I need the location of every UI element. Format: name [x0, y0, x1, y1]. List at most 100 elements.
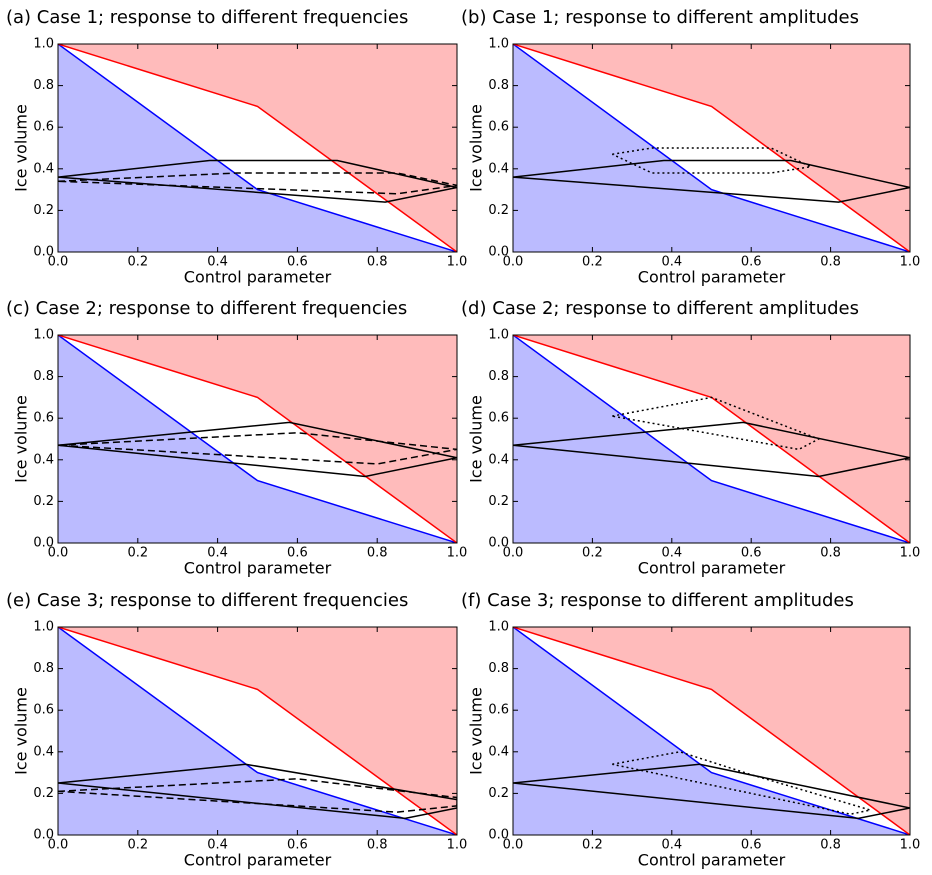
region-fill	[58, 627, 457, 835]
axes-frame	[57, 626, 458, 836]
region-fill	[58, 44, 457, 252]
y-axis-label: Ice volume	[12, 104, 31, 192]
x-tick-label: 0.6	[741, 838, 762, 853]
x-tick-label: 0.8	[820, 546, 841, 561]
x-axis-label: Control parameter	[638, 851, 786, 870]
subplot-title: (d) Case 2; response to different amplit…	[461, 298, 859, 319]
series-line	[611, 147, 814, 174]
y-tick-label: 1.0	[488, 328, 509, 343]
x-tick-label: 0.6	[741, 255, 762, 270]
y-tick-label: 0.6	[488, 120, 509, 135]
x-axis-label: Control parameter	[638, 268, 786, 287]
series-line	[58, 44, 457, 252]
y-tick-label: 0.4	[33, 744, 54, 759]
x-tick-label: 1.0	[447, 255, 468, 270]
region-fill	[513, 44, 910, 252]
series-line	[58, 172, 457, 195]
y-tick-label: 0.2	[33, 203, 54, 218]
x-tick-label: 1.0	[900, 838, 921, 853]
y-axis-label: Ice volume	[467, 395, 486, 483]
series-line	[58, 44, 457, 252]
y-tick-label: 0.0	[488, 828, 509, 843]
region-fill	[513, 335, 910, 543]
y-axis-label: Ice volume	[12, 395, 31, 483]
x-tick-label: 0.6	[287, 255, 308, 270]
subplot: 0.0 0.2 0.4 0.6 0.8 1.0 0.0 0.2 0.4 0.6 0.8 1.0 (b) …	[461, 7, 920, 287]
series-line	[58, 335, 457, 543]
series-line	[58, 421, 457, 478]
x-tick-label: 1.0	[900, 255, 921, 270]
y-axis-label: Ice volume	[12, 687, 31, 775]
x-tick-label: 0.2	[127, 546, 148, 561]
x-tick-label: 1.0	[447, 546, 468, 561]
plot	[58, 335, 457, 543]
subplot-title: (e) Case 3; response to different freque…	[6, 590, 408, 611]
y-tick-label: 0.0	[33, 536, 54, 551]
x-tick-label: 0.2	[582, 838, 603, 853]
subplot: 0.0 0.2 0.4 0.6 0.8 1.0 0.0 0.2 0.4 0.6 0.8 1.0 (c) …	[6, 298, 467, 578]
x-tick-label: 0.6	[287, 546, 308, 561]
y-tick-label: 0.8	[488, 661, 509, 676]
series-line	[58, 432, 457, 465]
x-tick-label: 0.4	[661, 838, 682, 853]
y-tick-label: 0.2	[488, 494, 509, 509]
plot	[58, 44, 457, 252]
series-line	[513, 421, 910, 478]
x-tick-label: 0.0	[503, 255, 524, 270]
y-tick-label: 0.0	[33, 828, 54, 843]
x-tick-label: 0.8	[367, 838, 388, 853]
series-line	[513, 44, 910, 252]
x-axis-label: Control parameter	[638, 559, 786, 578]
y-tick-label: 1.0	[488, 620, 509, 635]
region-fill	[58, 335, 457, 543]
subplot-title: (c) Case 2; response to different freque…	[6, 298, 407, 319]
x-tick-label: 0.0	[48, 546, 69, 561]
y-tick-label: 1.0	[33, 37, 54, 52]
x-tick-label: 0.8	[367, 255, 388, 270]
x-tick-label: 0.2	[127, 838, 148, 853]
y-tick-label: 0.4	[33, 452, 54, 467]
y-tick-label: 0.8	[33, 369, 54, 384]
y-tick-label: 0.4	[33, 161, 54, 176]
y-axis-label: Ice volume	[467, 104, 486, 192]
series-line	[58, 627, 457, 835]
plot	[513, 627, 910, 835]
series-line	[612, 751, 871, 815]
y-axis-label: Ice volume	[467, 687, 486, 775]
series-line	[513, 159, 910, 203]
series-line	[513, 44, 910, 252]
x-tick-label: 0.4	[661, 546, 682, 561]
x-tick-label: 0.4	[661, 255, 682, 270]
y-tick-label: 0.2	[488, 203, 509, 218]
x-tick-label: 0.2	[582, 255, 603, 270]
y-tick-label: 0.4	[488, 161, 509, 176]
plot	[58, 627, 457, 835]
y-tick-label: 0.2	[33, 494, 54, 509]
x-tick-label: 1.0	[447, 838, 468, 853]
y-tick-label: 0.2	[488, 786, 509, 801]
y-tick-label: 0.2	[33, 786, 54, 801]
region-fill	[58, 44, 457, 252]
y-tick-label: 1.0	[33, 328, 54, 343]
region-fill	[513, 627, 910, 835]
plot	[513, 335, 910, 543]
y-tick-label: 0.6	[33, 703, 54, 718]
region-fill	[513, 44, 910, 252]
series-line	[58, 627, 457, 835]
region-fill	[58, 627, 457, 835]
subplot: 0.0 0.2 0.4 0.6 0.8 1.0 0.0 0.2 0.4 0.6 0.8 1.0 (a) …	[6, 7, 467, 287]
subplot: 0.0 0.2 0.4 0.6 0.8 1.0 0.0 0.2 0.4 0.6 0.8 1.0 (e) …	[6, 590, 467, 870]
x-axis-label: Control parameter	[184, 851, 332, 870]
x-tick-label: 0.8	[367, 546, 388, 561]
series-line	[58, 335, 457, 543]
series-line	[58, 763, 457, 820]
x-tick-label: 1.0	[900, 546, 921, 561]
y-tick-label: 0.0	[488, 245, 509, 260]
axes-frame	[512, 334, 911, 544]
subplot: 0.0 0.2 0.4 0.6 0.8 1.0 0.0 0.2 0.4 0.6 0.8 1.0 (d) …	[461, 298, 920, 578]
x-tick-label: 0.2	[127, 255, 148, 270]
subplot: 0.0 0.2 0.4 0.6 0.8 1.0 0.0 0.2 0.4 0.6 0.8 1.0 (f) …	[461, 590, 920, 870]
y-tick-label: 0.8	[488, 369, 509, 384]
series-line	[513, 627, 910, 835]
